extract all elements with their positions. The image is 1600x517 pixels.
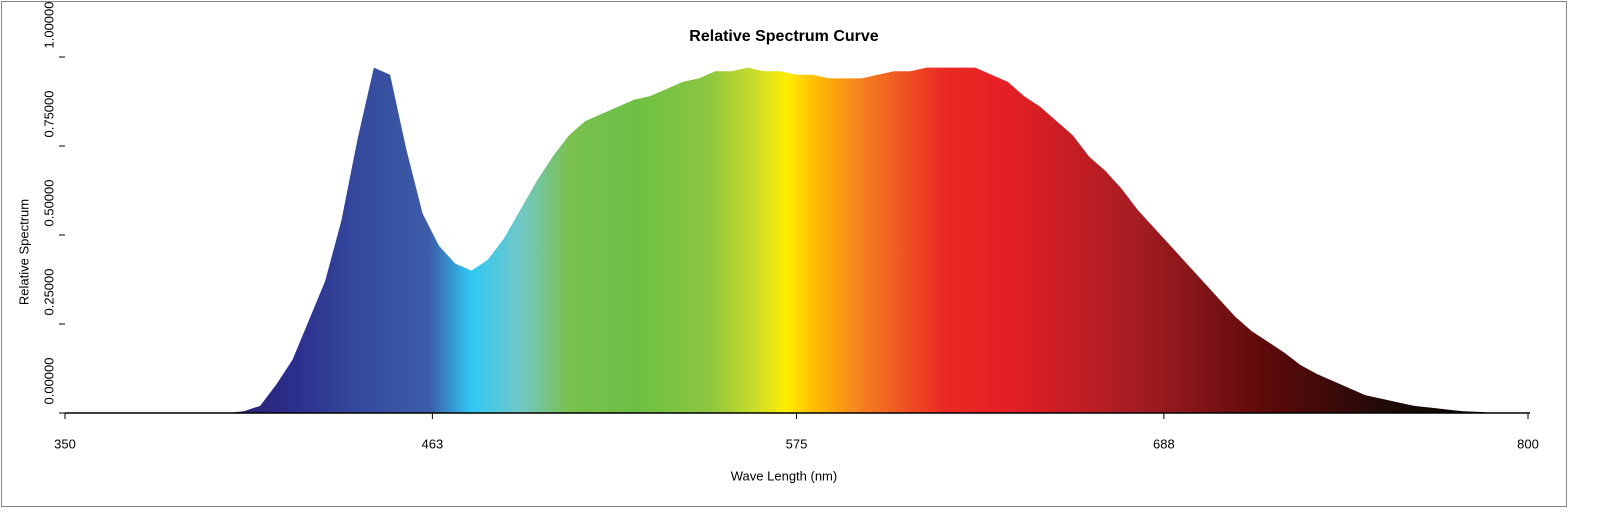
y-tick-label: 0.75000 bbox=[41, 91, 56, 138]
y-tick-label: 0.50000 bbox=[41, 180, 56, 227]
x-tick-label: 350 bbox=[54, 436, 76, 451]
x-tick-label: 463 bbox=[422, 436, 444, 451]
spectrum-area bbox=[65, 67, 1528, 414]
y-tick-label: 0.00000 bbox=[41, 358, 56, 405]
y-axis-label: Relative Spectrum bbox=[16, 199, 31, 305]
x-tick-label: 575 bbox=[786, 436, 808, 451]
y-tick-label: 0.25000 bbox=[41, 269, 56, 316]
x-tick-label: 688 bbox=[1153, 436, 1175, 451]
x-tick-label: 800 bbox=[1517, 436, 1539, 451]
y-tick-label: 1.00000 bbox=[41, 2, 56, 49]
x-axis-label: Wave Length (nm) bbox=[731, 468, 837, 483]
chart-title: Relative Spectrum Curve bbox=[689, 28, 879, 45]
